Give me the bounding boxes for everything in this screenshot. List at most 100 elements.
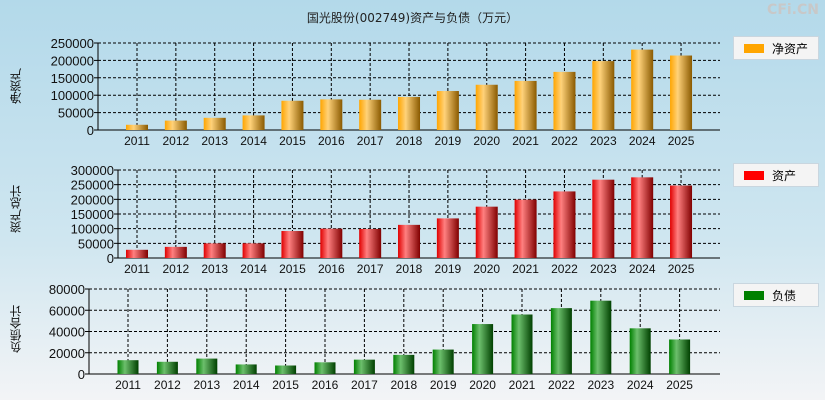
x-tick-label: 2015 — [272, 378, 299, 392]
x-tick-label: 2025 — [666, 378, 693, 392]
bar-2020 — [475, 84, 498, 130]
bar-2024 — [631, 49, 654, 130]
x-tick-label: 2020 — [473, 134, 500, 148]
x-tick-label: 2021 — [512, 134, 539, 148]
bar-2019 — [436, 91, 459, 130]
bar-2014 — [242, 243, 265, 258]
bar-2019 — [436, 218, 459, 258]
bar-2011 — [126, 124, 148, 130]
y-axis-label-3: 负债合计 — [9, 305, 23, 353]
x-tick-label: 2017 — [357, 262, 384, 276]
bar-2014 — [242, 115, 265, 130]
y-tick-label: 300000 — [71, 163, 114, 178]
bar-2014 — [235, 364, 257, 374]
y-tick-label: 150000 — [71, 207, 114, 222]
y-tick-label: 0 — [107, 251, 114, 266]
x-tick-label: 2015 — [279, 262, 306, 276]
y-tick-label: 200000 — [51, 53, 94, 68]
x-tick-label: 2022 — [548, 378, 575, 392]
bar-2023 — [592, 61, 615, 130]
x-tick-label: 2011 — [124, 262, 150, 276]
x-tick-label: 2012 — [154, 378, 181, 392]
x-tick-label: 2013 — [193, 378, 220, 392]
x-tick-label: 2023 — [590, 134, 617, 148]
bar-2022 — [553, 191, 576, 258]
bar-2025 — [670, 185, 693, 258]
bar-2020 — [472, 324, 494, 374]
y-tick-label: 20000 — [49, 346, 85, 361]
bar-2011 — [126, 249, 148, 258]
y-axis-label-2: 资产总计 — [9, 185, 23, 233]
bar-2019 — [432, 349, 454, 374]
x-tick-label: 2014 — [240, 134, 267, 148]
x-tick-label: 2011 — [124, 134, 150, 148]
legend-assets: 资产 — [733, 163, 819, 187]
x-tick-label: 2012 — [163, 134, 190, 148]
bar-2017 — [359, 99, 382, 130]
y-tick-label: 80000 — [49, 282, 85, 297]
bar-2012 — [156, 361, 178, 374]
x-tick-label: 2018 — [390, 378, 417, 392]
x-tick-label: 2021 — [512, 262, 539, 276]
bar-2018 — [398, 96, 421, 130]
chart-title: 国光股份(002749)资产与负债（万元） — [306, 11, 519, 25]
x-tick-label: 2024 — [627, 378, 654, 392]
watermark-logo: CFi.CN — [767, 2, 819, 18]
y-tick-label: 100000 — [71, 222, 114, 237]
x-tick-label: 2015 — [279, 134, 306, 148]
legend-swatch — [744, 290, 764, 300]
bar-2024 — [631, 177, 654, 258]
x-tick-label: 2016 — [318, 134, 345, 148]
x-tick-label: 2019 — [435, 262, 462, 276]
x-tick-label: 2018 — [396, 134, 423, 148]
bar-2024 — [629, 328, 651, 374]
x-tick-label: 2012 — [163, 262, 190, 276]
bar-2013 — [196, 358, 218, 374]
bar-2013 — [203, 117, 226, 130]
y-tick-label: 0 — [78, 367, 85, 382]
bar-2015 — [281, 100, 304, 130]
x-tick-label: 2021 — [509, 378, 536, 392]
y-tick-label: 60000 — [49, 303, 85, 318]
bar-2013 — [203, 243, 226, 258]
bar-2023 — [590, 300, 612, 374]
x-tick-label: 2024 — [629, 262, 656, 276]
legend-label: 净资产 — [772, 41, 809, 56]
x-tick-label: 2013 — [201, 262, 228, 276]
x-tick-label: 2019 — [430, 378, 457, 392]
legend-liabilities: 负债 — [733, 283, 819, 307]
bar-2025 — [669, 339, 691, 374]
bar-2020 — [475, 206, 498, 258]
bar-2015 — [281, 231, 304, 258]
bar-2017 — [359, 228, 382, 258]
bar-2021 — [511, 314, 533, 374]
legend-label: 负债 — [772, 288, 797, 303]
x-tick-label: 2018 — [396, 262, 423, 276]
y-tick-label: 250000 — [71, 178, 114, 193]
x-tick-label: 2025 — [668, 262, 695, 276]
bar-2018 — [393, 354, 415, 374]
bar-2023 — [592, 179, 615, 258]
x-tick-label: 2016 — [318, 262, 345, 276]
x-tick-label: 2023 — [590, 262, 617, 276]
x-tick-label: 2024 — [629, 134, 656, 148]
x-tick-label: 2022 — [551, 134, 578, 148]
x-tick-label: 2013 — [201, 134, 228, 148]
bar-2015 — [275, 365, 297, 374]
bar-2011 — [117, 360, 139, 374]
bar-2018 — [398, 224, 421, 258]
bar-2012 — [164, 120, 187, 130]
bar-2025 — [670, 55, 693, 130]
y-tick-label: 0 — [87, 123, 94, 138]
x-tick-label: 2016 — [312, 378, 339, 392]
x-tick-label: 2019 — [435, 134, 462, 148]
x-tick-label: 2017 — [351, 378, 378, 392]
bar-2017 — [353, 359, 375, 374]
y-tick-label: 50000 — [58, 106, 94, 121]
y-tick-label: 40000 — [49, 325, 85, 340]
legend-swatch — [744, 170, 764, 180]
bar-2016 — [320, 228, 343, 258]
y-tick-label: 100000 — [51, 88, 94, 103]
